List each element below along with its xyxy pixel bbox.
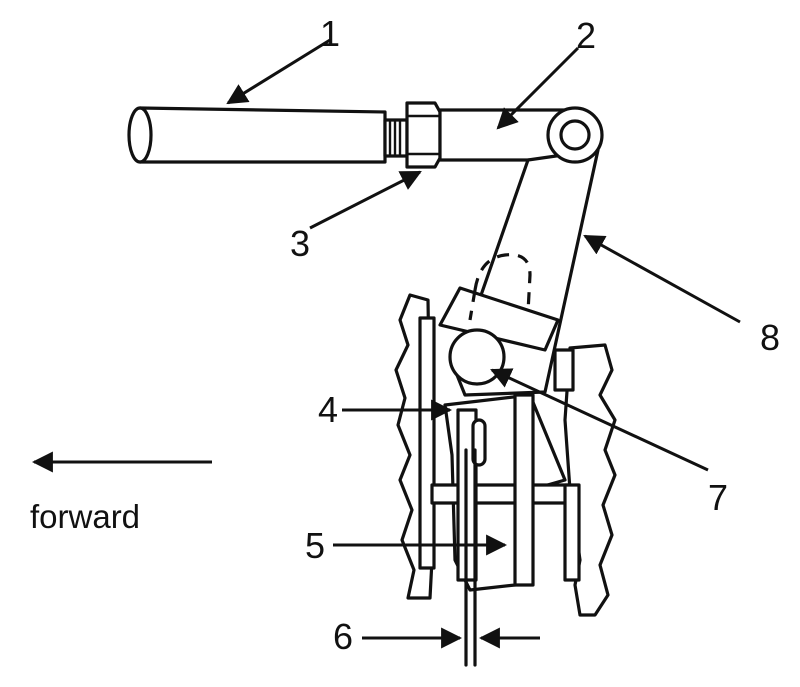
leader-7 xyxy=(490,368,709,472)
leader-2 xyxy=(496,46,580,130)
alternate-position-outline xyxy=(468,253,532,321)
leader-8 xyxy=(583,234,741,324)
label-1: 1 xyxy=(320,13,340,54)
right-bracket xyxy=(553,343,617,617)
label-3: 3 xyxy=(290,223,310,264)
gauge-blade xyxy=(464,448,477,667)
adjusting-pin xyxy=(448,328,506,386)
label-6: 6 xyxy=(333,616,353,657)
left-pad xyxy=(394,293,436,600)
leader-3 xyxy=(309,170,422,230)
label-8: 8 xyxy=(760,317,780,358)
leader-1 xyxy=(226,38,331,105)
pivot-eye xyxy=(546,106,604,164)
label-7: 7 xyxy=(708,477,728,518)
forward-label: forward xyxy=(30,498,140,535)
label-4: 4 xyxy=(318,389,338,430)
label-5: 5 xyxy=(305,525,325,566)
caliper-body xyxy=(430,393,584,592)
label-2: 2 xyxy=(576,15,596,56)
rod xyxy=(127,106,387,164)
thread xyxy=(383,118,409,158)
lock-nut xyxy=(405,101,442,169)
